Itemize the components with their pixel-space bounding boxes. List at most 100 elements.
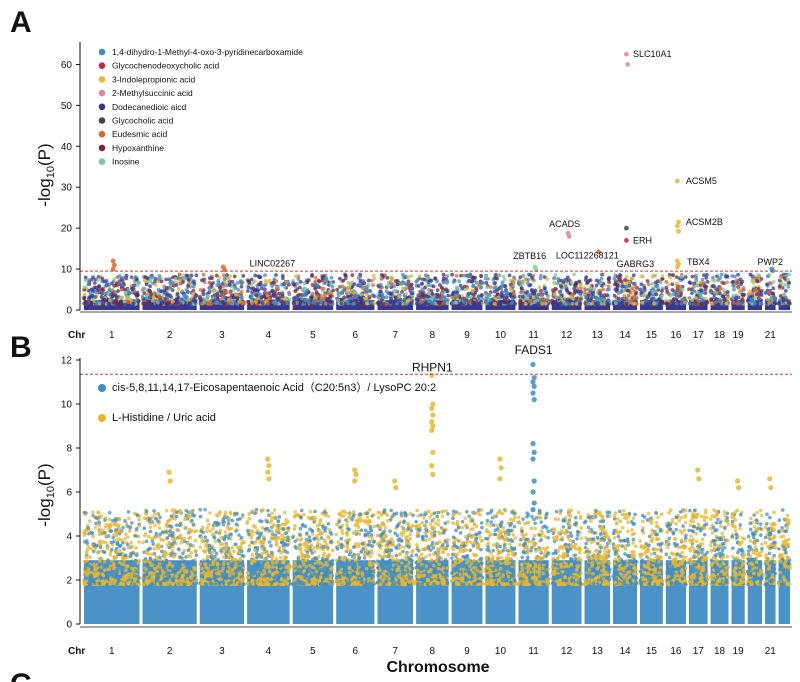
snp-point	[123, 537, 127, 541]
snp-point	[557, 290, 562, 295]
y-tick-label: 10	[61, 265, 73, 276]
snp-point	[208, 511, 212, 515]
snp-point	[145, 276, 150, 281]
snp-point	[263, 273, 267, 278]
snp-point	[226, 276, 231, 281]
chr-tick-label: 10	[495, 330, 507, 341]
snp-point	[129, 560, 133, 565]
snp-point	[594, 283, 599, 288]
snp-point	[297, 285, 302, 290]
snp-point	[537, 285, 542, 290]
legend-label: 2-Methylsuccinic acid	[112, 88, 193, 98]
snp-point	[193, 549, 198, 554]
snp-point	[630, 276, 635, 281]
snp-point	[216, 538, 221, 542]
snp-point	[573, 283, 577, 288]
snp-point	[329, 281, 333, 286]
snp-point	[215, 293, 220, 298]
snp-point	[132, 289, 137, 294]
snp-point	[394, 298, 399, 303]
snp-point	[105, 575, 109, 579]
snp-point	[313, 276, 318, 280]
snp-point	[223, 301, 228, 306]
snp-point	[129, 298, 134, 302]
snp-point	[355, 301, 360, 306]
snp-point	[157, 555, 162, 560]
snp-point	[704, 275, 709, 280]
snp-point	[150, 298, 155, 303]
snp-point	[782, 282, 787, 287]
snp-point	[410, 294, 415, 299]
snp-point	[89, 287, 94, 292]
snp-point	[309, 295, 313, 300]
snp-point	[211, 281, 216, 285]
snp-point	[435, 279, 439, 284]
snp-point	[109, 529, 113, 533]
gene-annotation: ACADS	[549, 219, 580, 229]
snp-point	[578, 283, 583, 288]
snp-point	[328, 294, 333, 299]
snp-point	[192, 296, 197, 301]
snp-point	[105, 544, 110, 549]
snp-point	[390, 282, 395, 287]
snp-point	[397, 294, 402, 299]
snp-point	[310, 273, 315, 277]
snp-point	[205, 298, 210, 303]
snp-point	[156, 511, 161, 516]
snp-point	[442, 297, 447, 302]
snp-point	[369, 300, 374, 305]
snp-point	[116, 289, 121, 293]
snp-point	[664, 279, 669, 284]
snp-point	[177, 534, 182, 539]
snp-point	[154, 516, 159, 521]
snp-point	[107, 517, 112, 522]
panel-letter-b: B	[10, 331, 32, 364]
snp-point	[758, 301, 763, 306]
snp-point	[451, 296, 456, 301]
snp-point	[170, 542, 175, 546]
snp-point	[223, 510, 228, 515]
snp-point	[771, 286, 776, 291]
snp-point	[483, 293, 488, 297]
snp-point	[205, 529, 209, 533]
snp-point	[238, 279, 243, 284]
snp-point	[329, 275, 334, 280]
snp-point	[485, 285, 489, 290]
snp-point	[189, 576, 193, 580]
snp-point	[460, 286, 465, 291]
snp-point	[425, 276, 430, 280]
snp-point	[112, 539, 116, 544]
snp-point	[455, 290, 460, 295]
snp-point	[639, 290, 644, 295]
snp-point	[736, 295, 741, 300]
snp-point	[207, 547, 212, 552]
snp-point	[101, 573, 106, 578]
snp-point	[658, 301, 662, 306]
snp-point	[157, 535, 161, 539]
legend-label: Dodecanedioic aicd	[112, 102, 186, 112]
snp-point	[640, 300, 645, 305]
snp-point	[170, 508, 175, 513]
snp-point	[240, 549, 244, 554]
snp-point	[173, 537, 177, 542]
snp-point	[406, 274, 411, 279]
snp-point	[203, 562, 207, 566]
snp-point	[231, 561, 235, 566]
snp-point	[272, 293, 277, 298]
snp-point	[275, 559, 280, 563]
snp-point	[469, 279, 474, 284]
snp-point	[258, 275, 263, 279]
snp-point	[191, 559, 195, 563]
snp-point	[358, 279, 363, 283]
snp-point	[153, 277, 158, 281]
snp-point	[518, 275, 523, 280]
snp-point	[705, 279, 710, 284]
snp-point	[378, 282, 383, 287]
snp-point	[164, 558, 169, 563]
snp-point	[777, 301, 781, 306]
snp-point	[280, 292, 285, 296]
panel-a-legend: 1,4-dihydro-1-Methyl-4-oxo-3-pyridinecar…	[98, 47, 303, 167]
snp-point	[230, 546, 234, 550]
snp-point	[159, 549, 164, 554]
